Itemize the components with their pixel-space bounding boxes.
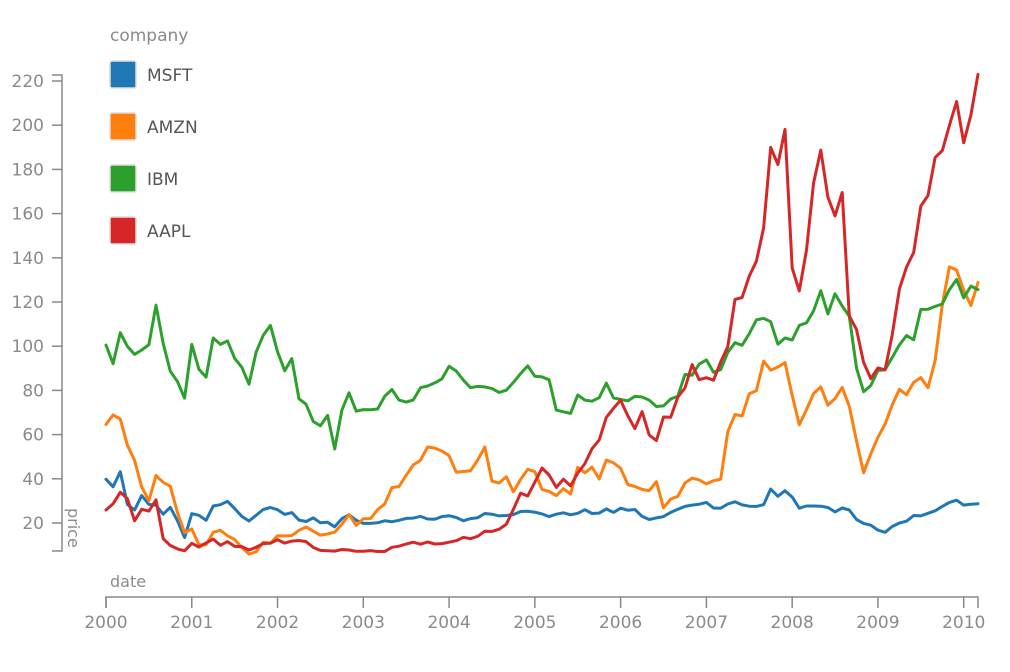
y-axis: price 20 40 60 80 100 120 140 160 180 200 220 xyxy=(12,72,83,552)
legend-swatch-msft[interactable] xyxy=(109,60,137,89)
x-axis-title: date xyxy=(110,572,146,591)
y-axis-title: price xyxy=(64,508,83,548)
x-tick-label-2009: 2009 xyxy=(856,613,899,633)
legend-label-ibm[interactable]: IBM xyxy=(147,170,178,190)
x-tick-label-2004: 2004 xyxy=(427,613,470,633)
y-tick-label-180: 180 xyxy=(12,160,44,180)
y-tick-label-200: 200 xyxy=(12,116,44,136)
legend-label-msft[interactable]: MSFT xyxy=(147,66,193,86)
legend-swatch-aapl[interactable] xyxy=(109,216,137,245)
y-tick-label-20: 20 xyxy=(22,514,44,534)
x-axis: date 2000 2001 2002 2003 2004 2005 2006 2007 200… xyxy=(84,572,985,633)
legend-label-aapl[interactable]: AAPL xyxy=(147,222,191,242)
legend-swatch-ibm[interactable] xyxy=(109,164,137,193)
series-line-ibm xyxy=(104,278,980,451)
x-tick-label-2000: 2000 xyxy=(84,613,127,633)
x-tick-label-2010: 2010 xyxy=(942,613,985,633)
x-tick-label-2002: 2002 xyxy=(256,613,299,633)
y-tick-label-120: 120 xyxy=(12,293,44,313)
x-tick-label-2003: 2003 xyxy=(342,613,385,633)
x-axis-line xyxy=(105,596,979,608)
x-tick-label-2007: 2007 xyxy=(685,613,728,633)
y-tick-label-60: 60 xyxy=(22,426,44,446)
y-tick-label-140: 140 xyxy=(12,249,44,269)
legend-swatch-amzn[interactable] xyxy=(109,112,137,141)
y-tick-label-160: 160 xyxy=(12,205,44,225)
x-tick-label-2001: 2001 xyxy=(170,613,213,633)
x-tick-label-2005: 2005 xyxy=(513,613,556,633)
y-tick-label-40: 40 xyxy=(22,470,44,490)
y-tick-label-80: 80 xyxy=(22,381,44,401)
series-line-msft xyxy=(104,470,980,540)
x-tick-label-2006: 2006 xyxy=(599,613,642,633)
series-line-aapl xyxy=(104,72,980,553)
y-tick-label-220: 220 xyxy=(12,72,44,92)
x-tick-label-2008: 2008 xyxy=(771,613,814,633)
legend-title: company xyxy=(110,26,188,46)
y-tick-label-100: 100 xyxy=(12,337,44,357)
series-line-amzn xyxy=(104,265,980,556)
legend-label-amzn[interactable]: AMZN xyxy=(147,118,198,138)
y-axis-line xyxy=(52,74,63,552)
legend: company MSFT AMZN IBM AAPL xyxy=(109,26,198,245)
series-group xyxy=(104,72,980,556)
